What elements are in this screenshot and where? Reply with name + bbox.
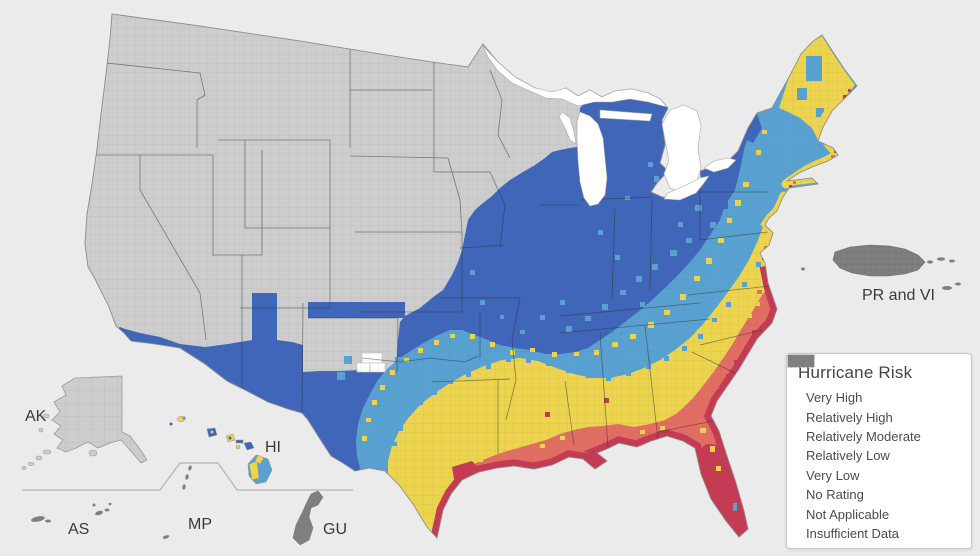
legend-item: Not Applicable [787, 354, 971, 523]
legend-item: Relatively Moderate [787, 354, 971, 446]
gu-label: GU [323, 521, 347, 538]
american-samoa-inset[interactable] [31, 502, 112, 523]
lake-superior [482, 45, 668, 108]
aleutian-islands [21, 413, 98, 470]
legend-item: No Rating [787, 354, 971, 504]
state-borders [87, 36, 771, 454]
legend-item: Insufficient Data [787, 354, 971, 543]
legend-item: Very High [787, 354, 971, 407]
lake-michigan [576, 111, 608, 207]
mackinac-strait [599, 109, 653, 122]
legend-item: Relatively Low [787, 354, 971, 465]
as-label: AS [68, 521, 89, 538]
conus-outline [84, 13, 858, 539]
great-lakes [482, 45, 737, 207]
legend-item: Relatively High [787, 354, 971, 426]
guam-inset[interactable] [292, 490, 324, 546]
mp-label: MP [188, 516, 212, 533]
legend-item: Very Low [787, 354, 971, 485]
ak-label: AK [25, 408, 47, 425]
northern-mariana-inset[interactable] [162, 465, 192, 540]
insufficient-data-swatch [787, 354, 815, 368]
lake-ontario [703, 157, 737, 173]
inset-divider-line [22, 462, 353, 491]
lake-erie [663, 175, 710, 201]
lake-huron [661, 104, 702, 193]
legend: Hurricane Risk Very High Relatively High… [786, 353, 972, 549]
hi-label: HI [265, 439, 281, 456]
green-bay [558, 111, 577, 145]
pr-vi-label: PR and VI [862, 287, 935, 304]
legend-title: Hurricane Risk [798, 363, 913, 382]
virgin-islands [801, 257, 961, 290]
hawaii-inset[interactable] [169, 416, 273, 485]
